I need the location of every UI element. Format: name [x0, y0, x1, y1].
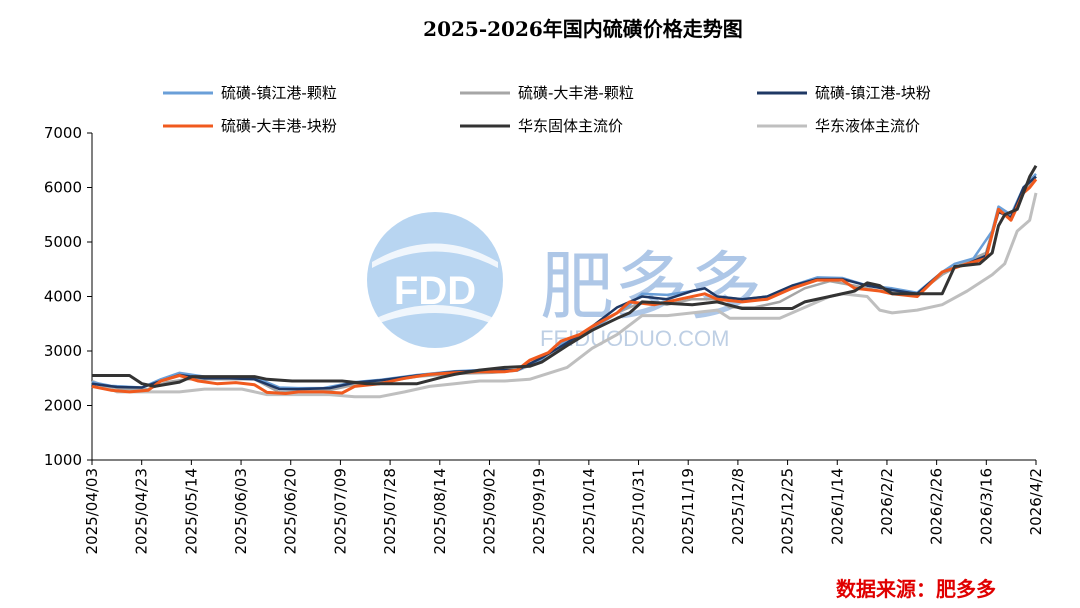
- legend-label: 硫磺-镇江港-颗粒: [221, 84, 337, 102]
- x-tick-label: 2025/07/09: [331, 468, 349, 554]
- watermark-logo-text: FDD: [394, 269, 476, 313]
- legend-label: 华东液体主流价: [815, 117, 920, 135]
- y-tick-label: 2000: [44, 397, 82, 415]
- y-tick-label: 3000: [44, 342, 82, 360]
- series-group: [91, 164, 1038, 399]
- x-tick-label: 2025/04/23: [133, 468, 151, 554]
- x-tick-label: 2026/3/16: [977, 468, 995, 545]
- x-tick-label: 2025/06/20: [282, 468, 300, 554]
- y-tick-label: 1000: [44, 451, 82, 469]
- x-tick-label: 2026/4/2: [1027, 468, 1045, 535]
- x-tick-label: 2025/10/31: [630, 468, 648, 554]
- x-tick-label: 2025/08/14: [431, 468, 449, 554]
- x-tick-label: 2025/04/03: [83, 468, 101, 554]
- x-tick-label: 2025/07/28: [381, 468, 399, 554]
- x-tick-label: 2026/2/2: [878, 468, 896, 535]
- data-source: 数据来源：肥多多: [836, 577, 996, 601]
- y-tick-label: 6000: [44, 179, 82, 197]
- y-tick-label: 7000: [44, 124, 82, 142]
- legend-label: 华东固体主流价: [518, 117, 623, 135]
- chart-title: 2025-2026年国内硫磺价格走势图: [423, 17, 743, 41]
- series-line-5: [92, 164, 1038, 388]
- x-tick-label: 2025/06/03: [232, 468, 250, 554]
- legend-label: 硫磺-大丰港-颗粒: [518, 84, 634, 102]
- watermark-logo-icon: [367, 212, 503, 348]
- x-tick-label: 2026/2/26: [928, 468, 946, 545]
- legend-label: 硫磺-镇江港-块粉: [815, 84, 931, 102]
- x-tick-label: 2025/12/25: [779, 468, 797, 554]
- x-tick-label: 2025/11/19: [679, 468, 697, 554]
- x-tick-label: 2025/12/8: [729, 468, 747, 545]
- series-line-4: [91, 178, 1038, 395]
- x-tick-label: 2025/10/14: [580, 468, 598, 554]
- x-tick-label: 2025/09/02: [480, 468, 498, 554]
- x-tick-label: 2025/09/19: [530, 468, 548, 554]
- y-tick-label: 4000: [44, 288, 82, 306]
- x-tick-label: 2026/1/14: [828, 468, 846, 545]
- y-tick-label: 5000: [44, 233, 82, 251]
- x-tick-label: 2025/05/14: [182, 468, 200, 554]
- watermark: FDD 肥多多 FEIDUODUO.COM: [367, 212, 762, 351]
- axes: 1000 2000 3000 4000 5000 6000 7000 2025/04/03 20…: [44, 124, 1045, 554]
- legend-label: 硫磺-大丰港-块粉: [221, 117, 337, 135]
